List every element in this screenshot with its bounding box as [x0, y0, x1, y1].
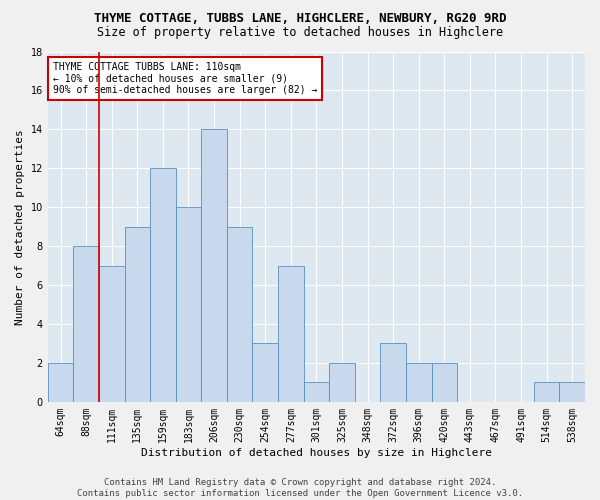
X-axis label: Distribution of detached houses by size in Highclere: Distribution of detached houses by size … [141, 448, 492, 458]
Bar [406, 363, 431, 402]
Bar [227, 226, 253, 402]
Bar [73, 246, 99, 402]
Bar [99, 266, 125, 402]
Bar [278, 266, 304, 402]
Bar [304, 382, 329, 402]
Bar [431, 363, 457, 402]
Bar [534, 382, 559, 402]
Text: THYME COTTAGE TUBBS LANE: 110sqm
← 10% of detached houses are smaller (9)
90% of: THYME COTTAGE TUBBS LANE: 110sqm ← 10% o… [53, 62, 317, 95]
Bar [176, 207, 201, 402]
Y-axis label: Number of detached properties: Number of detached properties [15, 129, 25, 324]
Bar [201, 130, 227, 402]
Bar [125, 226, 150, 402]
Text: THYME COTTAGE, TUBBS LANE, HIGHCLERE, NEWBURY, RG20 9RD: THYME COTTAGE, TUBBS LANE, HIGHCLERE, NE… [94, 12, 506, 26]
Bar [48, 363, 73, 402]
Bar [329, 363, 355, 402]
Bar [559, 382, 585, 402]
Text: Contains HM Land Registry data © Crown copyright and database right 2024.
Contai: Contains HM Land Registry data © Crown c… [77, 478, 523, 498]
Text: Size of property relative to detached houses in Highclere: Size of property relative to detached ho… [97, 26, 503, 39]
Bar [150, 168, 176, 402]
Bar [380, 344, 406, 402]
Bar [253, 344, 278, 402]
